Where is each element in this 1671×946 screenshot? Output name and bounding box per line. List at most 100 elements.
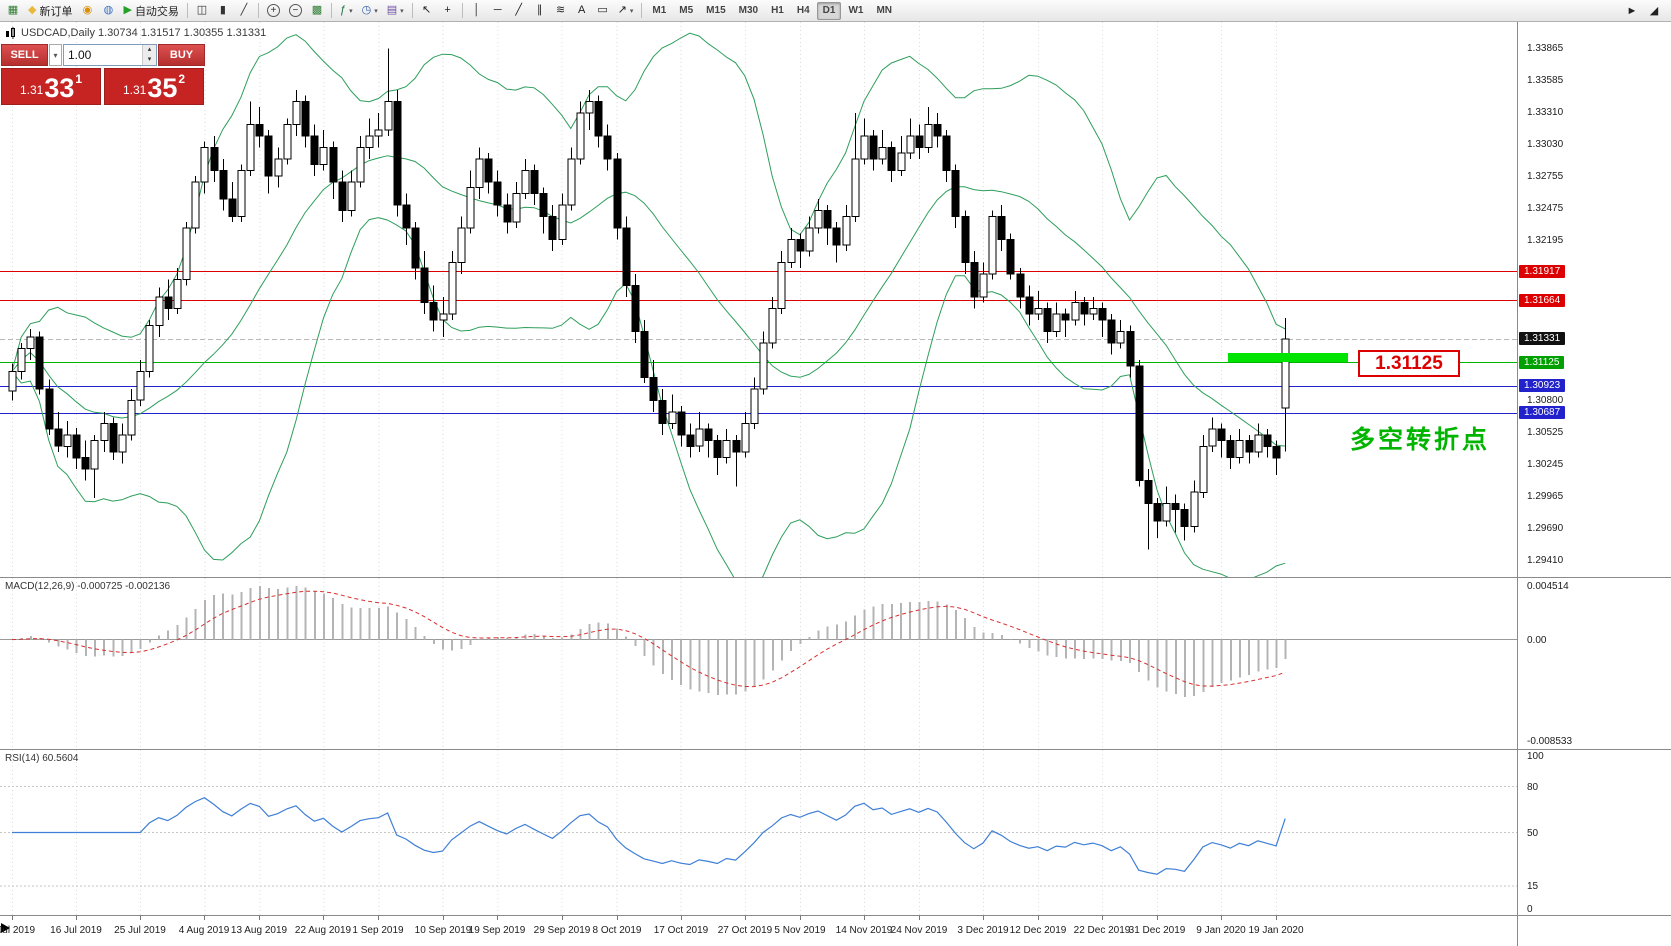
new-chart-icon: ▦ bbox=[7, 4, 19, 16]
line-chart-button[interactable]: ╱ bbox=[234, 2, 254, 20]
rsi-scale-label: 15 bbox=[1527, 881, 1539, 892]
time-axis[interactable]: 1 Jul 2019 16 Jul 2019 25 Jul 2019 4 Aug 20… bbox=[0, 916, 1517, 946]
templates-menu-button[interactable]: ▤ ▾ bbox=[383, 2, 408, 20]
lot-size-input[interactable] bbox=[64, 45, 142, 65]
buy-price-button[interactable]: 1.31 35 2 bbox=[104, 68, 204, 105]
symbol-ohlc-text: USDCAD,Daily 1.30734 1.31517 1.30355 1.3… bbox=[21, 27, 267, 39]
vertical-line-button[interactable]: │ bbox=[467, 2, 487, 20]
time-axis-label: 13 Aug 2019 bbox=[230, 925, 288, 936]
periods-menu-icon: ◷ bbox=[361, 4, 372, 16]
cursor-button[interactable]: ↖ bbox=[417, 2, 437, 20]
price-tag: 1.31125 bbox=[1519, 356, 1565, 369]
tile-windows-button[interactable]: ▩ bbox=[307, 2, 327, 20]
fibonacci-button[interactable]: ≋ bbox=[551, 2, 571, 20]
timeframe-mn-button[interactable]: MN bbox=[876, 5, 893, 16]
autotrading-button[interactable]: ▶ 自动交易 bbox=[119, 2, 182, 20]
vertical-line-icon: │ bbox=[473, 4, 481, 16]
tile-windows-icon: ▩ bbox=[311, 4, 323, 16]
crosshair-button[interactable]: + bbox=[438, 2, 458, 20]
macd-panel[interactable]: MACD(12,26,9) -0.000725 -0.002136 bbox=[0, 578, 1517, 749]
timeframe-w1-button[interactable]: W1 bbox=[848, 5, 864, 16]
community-icon: ◍ bbox=[103, 4, 114, 16]
support-highlight-bar[interactable] bbox=[1228, 353, 1348, 362]
time-axis-tick bbox=[443, 916, 444, 920]
price-tag: 1.30923 bbox=[1519, 379, 1566, 392]
indicators-menu-button[interactable]: ƒ ▾ bbox=[336, 2, 357, 20]
timeframe-m30-button[interactable]: M30 bbox=[738, 5, 759, 16]
time-axis-label: 22 Dec 2019 bbox=[1073, 925, 1131, 936]
rsi-panel[interactable]: RSI(14) 60.5604 bbox=[0, 750, 1517, 915]
order-type-dropdown-button[interactable]: ▾ bbox=[49, 44, 62, 66]
rsi-label: RSI(14) 60.5604 bbox=[5, 753, 79, 764]
timeframe-h4-button[interactable]: H4 bbox=[796, 5, 810, 16]
toolbar-separator bbox=[330, 3, 332, 18]
toolbar-right-group: ► ◢ bbox=[1622, 2, 1668, 20]
cursor-icon: ↖ bbox=[422, 4, 432, 16]
chart-shift-button[interactable]: ◢ bbox=[1649, 5, 1659, 17]
time-axis-label: 19 Jan 2020 bbox=[1248, 925, 1304, 936]
lot-decrease-button[interactable]: ▾ bbox=[143, 55, 156, 65]
time-axis-label: 16 Jul 2019 bbox=[50, 925, 102, 936]
time-axis-tick bbox=[1038, 916, 1039, 920]
price-scale-label: 1.33585 bbox=[1527, 75, 1564, 86]
rsi-scale-label: 80 bbox=[1527, 782, 1539, 793]
lot-increase-button[interactable]: ▴ bbox=[143, 45, 156, 55]
price-scale-label: 1.33030 bbox=[1527, 139, 1564, 150]
timeframe-h1-button[interactable]: H1 bbox=[771, 5, 784, 16]
panel-separator[interactable] bbox=[0, 577, 1671, 578]
zoom-out-button[interactable]: − bbox=[285, 2, 306, 20]
bar-chart-button[interactable]: ◫ bbox=[192, 2, 212, 20]
time-axis-tick bbox=[681, 916, 682, 920]
time-axis-label: 17 Oct 2019 bbox=[653, 925, 709, 936]
lot-spinner: ▴ ▾ bbox=[142, 45, 156, 65]
price-chart[interactable] bbox=[0, 22, 1517, 577]
auto-scroll-button[interactable]: ► bbox=[1626, 4, 1638, 17]
time-axis-label: 29 Sep 2019 bbox=[533, 925, 591, 936]
panel-separator bbox=[0, 915, 1671, 916]
chevron-down-icon: ▾ bbox=[349, 7, 353, 15]
time-axis-label: 27 Oct 2019 bbox=[717, 925, 773, 936]
time-axis-tick bbox=[140, 916, 141, 920]
sell-price-button[interactable]: 1.31 33 1 bbox=[1, 68, 101, 105]
price-axis[interactable]: 1.33865 1.33585 1.33310 1.33030 1.32755 1.324… bbox=[1517, 22, 1671, 946]
label-button[interactable]: ▭ bbox=[593, 2, 613, 20]
time-axis-tick bbox=[983, 916, 984, 920]
periods-menu-button[interactable]: ◷ ▾ bbox=[358, 2, 382, 20]
chevron-down-icon: ▾ bbox=[629, 7, 634, 15]
sell-price-big: 33 bbox=[44, 73, 75, 103]
time-axis-label: 12 Dec 2019 bbox=[1009, 925, 1067, 936]
text-button[interactable]: A bbox=[572, 2, 592, 20]
fibonacci-icon: ≋ bbox=[556, 4, 566, 16]
sell-button[interactable]: SELL bbox=[1, 44, 48, 66]
line-chart-icon: ╱ bbox=[240, 4, 248, 16]
timeframe-d1-button[interactable]: D1 bbox=[816, 1, 842, 20]
crosshair-icon: + bbox=[444, 4, 451, 16]
zoom-in-button[interactable]: + bbox=[263, 2, 284, 20]
time-axis-tick bbox=[497, 916, 498, 920]
panel-separator[interactable] bbox=[0, 749, 1671, 750]
price-scale-label: 1.30800 bbox=[1527, 395, 1564, 406]
trendline-button[interactable]: ╱ bbox=[509, 2, 529, 20]
new-order-button[interactable]: ◆ 新订单 bbox=[24, 2, 76, 20]
rsi-line bbox=[12, 797, 1286, 875]
marketplace-button[interactable]: ◉ bbox=[77, 2, 97, 20]
horizontal-line-button[interactable]: ─ bbox=[488, 2, 508, 20]
toolbar-separator bbox=[641, 3, 643, 18]
price-scale-label: 1.29965 bbox=[1527, 491, 1564, 502]
buy-button[interactable]: BUY bbox=[158, 44, 205, 66]
zoom-in-icon: + bbox=[266, 4, 280, 17]
timeframe-m15-button[interactable]: M15 bbox=[706, 5, 726, 16]
time-axis-tick bbox=[800, 916, 801, 920]
timeframe-m1-button[interactable]: M1 bbox=[652, 5, 667, 16]
price-scale-label: 1.32755 bbox=[1527, 171, 1564, 182]
sell-price-base: 1.31 bbox=[19, 83, 44, 97]
grid-layer bbox=[12, 578, 1278, 749]
candlestick-chart-button[interactable]: ▮ bbox=[213, 2, 233, 20]
new-chart-button[interactable]: ▦ bbox=[3, 2, 23, 20]
community-button[interactable]: ◍ bbox=[98, 2, 118, 20]
channel-button[interactable]: ∥ bbox=[530, 2, 550, 20]
main-chart-panel[interactable]: USDCAD,Daily 1.30734 1.31517 1.30355 1.3… bbox=[0, 22, 1517, 577]
arrows-menu-button[interactable]: ↗ ▾ bbox=[614, 2, 638, 20]
timeframe-m5-button[interactable]: M5 bbox=[679, 5, 694, 16]
time-axis-tick bbox=[864, 916, 865, 920]
